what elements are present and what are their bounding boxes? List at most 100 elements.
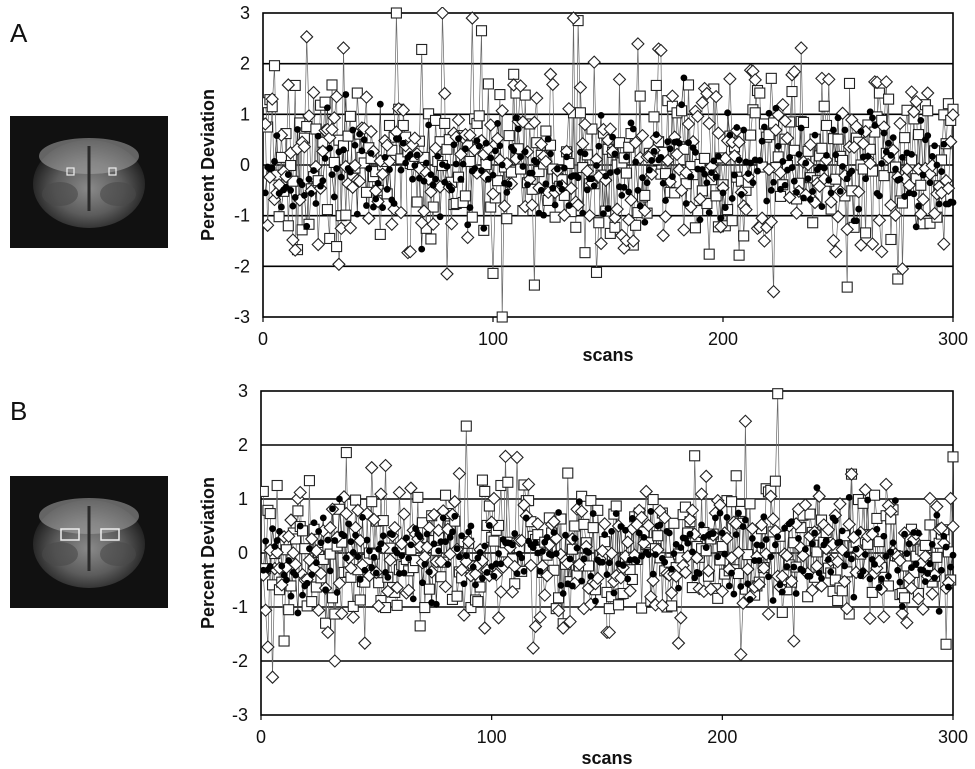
point-open-square — [423, 108, 435, 120]
point-open-diamond — [336, 41, 351, 55]
point-open-diamond — [851, 185, 866, 199]
point-filled-circle — [800, 194, 807, 202]
point-filled-circle — [721, 204, 729, 211]
point-open-square — [419, 601, 431, 614]
point-open-square — [940, 638, 952, 650]
point-filled-circle — [521, 148, 529, 156]
point-filled-circle — [324, 104, 331, 112]
point-filled-circle — [329, 505, 336, 513]
point-filled-circle — [402, 534, 410, 542]
point-open-diamond — [842, 517, 856, 532]
point-open-diamond — [525, 198, 539, 212]
point-open-square — [745, 129, 757, 141]
point-open-square — [487, 267, 499, 279]
point-open-square — [326, 79, 338, 91]
x-tick-label: 200 — [707, 727, 737, 747]
point-open-diamond — [314, 566, 328, 581]
point-filled-circle — [473, 137, 481, 145]
point-open-diamond — [573, 80, 588, 95]
point-filled-circle — [306, 545, 313, 553]
point-open-diamond — [874, 244, 889, 259]
point-open-diamond — [460, 230, 475, 245]
point-filled-circle — [263, 189, 269, 197]
point-open-square — [590, 266, 603, 278]
point-filled-circle — [543, 533, 551, 541]
point-open-diamond — [740, 562, 755, 576]
point-filled-circle — [425, 121, 432, 129]
point-filled-circle — [402, 159, 409, 167]
point-filled-circle — [503, 188, 511, 196]
point-open-square — [659, 168, 672, 180]
point-filled-circle — [848, 555, 855, 563]
point-filled-circle — [603, 571, 611, 578]
point-filled-circle — [556, 180, 564, 188]
point-filled-circle — [363, 536, 371, 544]
point-open-diamond — [748, 73, 762, 87]
point-open-diamond — [888, 208, 903, 222]
point-open-diamond — [401, 583, 416, 598]
panel-a-letter: A — [10, 18, 28, 48]
point-filled-circle — [613, 168, 621, 175]
point-filled-circle — [771, 541, 779, 549]
point-open-square — [540, 125, 552, 137]
point-open-square — [528, 279, 540, 291]
point-open-square — [479, 485, 491, 497]
point-filled-circle — [855, 529, 862, 536]
point-filled-circle — [352, 531, 359, 539]
point-filled-circle — [342, 554, 350, 562]
point-filled-circle — [715, 152, 722, 160]
point-open-diamond — [516, 115, 530, 129]
point-open-square — [820, 119, 833, 132]
y-tick-label: -3 — [232, 705, 248, 725]
point-filled-circle — [395, 135, 403, 143]
point-filled-circle — [365, 165, 373, 172]
brain-mri-thumbnail-a — [10, 116, 168, 248]
point-open-diamond — [736, 596, 750, 610]
point-open-diamond — [699, 469, 713, 484]
point-filled-circle — [268, 164, 276, 172]
point-open-square — [383, 119, 396, 132]
point-filled-circle — [804, 175, 812, 183]
point-open-diamond — [375, 167, 390, 181]
point-filled-circle — [912, 560, 920, 568]
point-filled-circle — [483, 569, 491, 576]
point-filled-circle — [665, 529, 673, 537]
point-filled-circle — [811, 529, 818, 537]
x-tick-label: 100 — [477, 727, 507, 747]
point-filled-circle — [349, 126, 357, 134]
point-open-diamond — [734, 647, 748, 662]
point-open-square — [423, 583, 435, 595]
point-filled-circle — [738, 190, 745, 198]
point-open-square — [634, 90, 646, 102]
point-filled-circle — [839, 163, 846, 170]
point-filled-circle — [818, 574, 825, 582]
point-filled-circle — [882, 552, 890, 560]
point-open-diamond — [491, 611, 506, 625]
point-filled-circle — [557, 582, 565, 589]
point-open-diamond — [893, 116, 907, 131]
point-filled-circle — [322, 586, 329, 594]
point-open-square — [427, 201, 439, 213]
point-open-diamond — [787, 64, 802, 79]
point-filled-circle — [386, 166, 393, 173]
point-filled-circle — [799, 567, 807, 575]
point-open-diamond — [297, 139, 312, 154]
point-open-square — [603, 603, 615, 615]
point-filled-circle — [436, 213, 444, 221]
y-tick-label: 3 — [240, 3, 250, 23]
point-filled-circle — [623, 153, 630, 161]
point-open-diamond — [263, 218, 275, 233]
point-filled-circle — [756, 157, 764, 164]
point-open-diamond — [612, 72, 627, 87]
point-filled-circle — [664, 138, 672, 146]
point-filled-circle — [299, 591, 306, 599]
point-filled-circle — [761, 123, 768, 131]
point-open-square — [726, 496, 738, 508]
point-filled-circle — [294, 126, 301, 133]
point-open-square — [931, 551, 943, 563]
point-filled-circle — [841, 562, 848, 570]
point-open-square — [331, 241, 343, 253]
point-filled-circle — [813, 484, 821, 492]
point-open-diamond — [745, 521, 760, 536]
point-open-diamond — [364, 124, 378, 139]
